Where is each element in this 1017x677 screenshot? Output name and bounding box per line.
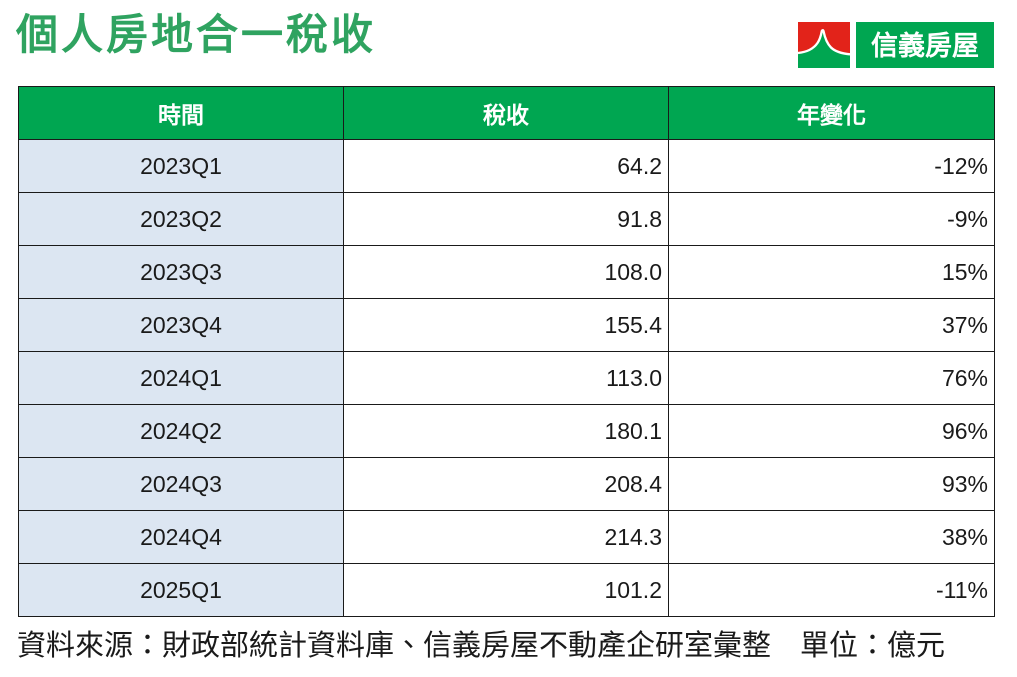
svg-text:信義房屋: 信義房屋	[871, 30, 979, 61]
